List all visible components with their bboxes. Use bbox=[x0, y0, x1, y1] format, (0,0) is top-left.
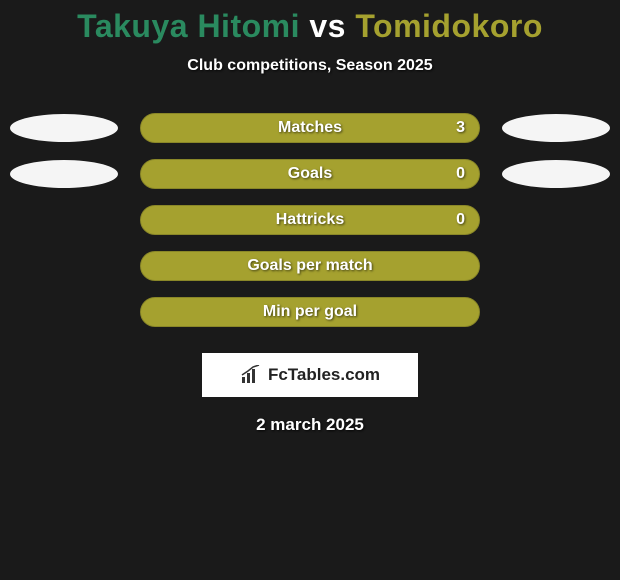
stat-bar: Hattricks0 bbox=[140, 205, 480, 235]
stat-value: 3 bbox=[456, 119, 465, 137]
date-text: 2 march 2025 bbox=[0, 415, 620, 435]
stat-row: Min per goal bbox=[0, 289, 620, 335]
stat-label: Goals per match bbox=[141, 257, 479, 275]
stat-row: Matches3 bbox=[0, 105, 620, 151]
brand-box: FcTables.com bbox=[202, 353, 418, 397]
right-spacer bbox=[502, 252, 610, 280]
left-ellipse bbox=[10, 114, 118, 142]
stat-bar: Goals per match bbox=[140, 251, 480, 281]
stat-value: 0 bbox=[456, 211, 465, 229]
left-ellipse bbox=[10, 160, 118, 188]
comparison-title: Takuya Hitomi vs Tomidokoro bbox=[0, 0, 620, 45]
right-ellipse bbox=[502, 114, 610, 142]
stat-row: Goals0 bbox=[0, 151, 620, 197]
stat-row: Hattricks0 bbox=[0, 197, 620, 243]
chart-icon bbox=[240, 365, 262, 385]
vs-text: vs bbox=[300, 8, 355, 44]
stat-label: Min per goal bbox=[141, 303, 479, 321]
stat-bar: Min per goal bbox=[140, 297, 480, 327]
left-spacer bbox=[10, 298, 118, 326]
stat-label: Goals bbox=[141, 165, 479, 183]
player2-name: Tomidokoro bbox=[355, 8, 543, 44]
brand-text: FcTables.com bbox=[268, 365, 380, 385]
right-spacer bbox=[502, 298, 610, 326]
subtitle: Club competitions, Season 2025 bbox=[0, 57, 620, 75]
stat-row: Goals per match bbox=[0, 243, 620, 289]
player1-name: Takuya Hitomi bbox=[77, 8, 300, 44]
left-spacer bbox=[10, 252, 118, 280]
brand-inner: FcTables.com bbox=[240, 365, 380, 385]
right-spacer bbox=[502, 206, 610, 234]
stat-bar: Goals0 bbox=[140, 159, 480, 189]
stat-label: Hattricks bbox=[141, 211, 479, 229]
right-ellipse bbox=[502, 160, 610, 188]
stat-bar: Matches3 bbox=[140, 113, 480, 143]
left-spacer bbox=[10, 206, 118, 234]
stat-label: Matches bbox=[141, 119, 479, 137]
stat-value: 0 bbox=[456, 165, 465, 183]
stats-rows: Matches3Goals0Hattricks0Goals per matchM… bbox=[0, 105, 620, 335]
